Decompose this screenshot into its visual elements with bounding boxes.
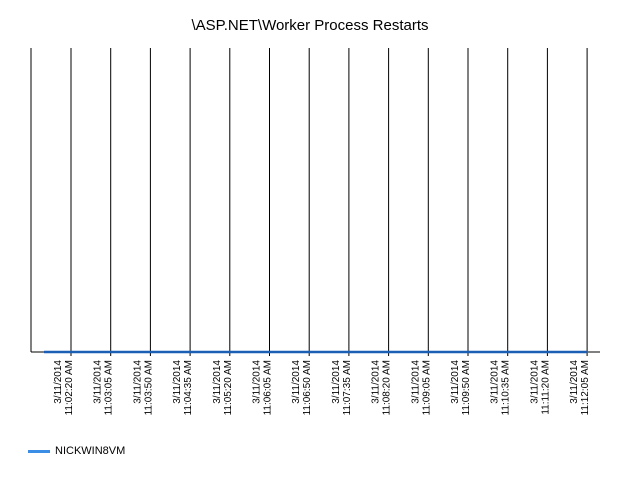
- x-tick-label: 3/11/2014 11:07:35 AM: [331, 360, 353, 416]
- x-tick-label-line: 3/11/2014: [450, 360, 461, 404]
- series-lines: [44, 350, 588, 354]
- x-tick-label-line: 3/11/2014: [490, 360, 501, 404]
- data-point: [387, 351, 390, 353]
- legend-swatch: [28, 449, 50, 453]
- x-tick-label-line: 11:09:05 AM: [421, 360, 432, 415]
- x-tick-label-line: 3/11/2014: [172, 360, 183, 404]
- x-tick-label-line: 11:06:50 AM: [302, 360, 313, 415]
- x-tick-label-line: 3/11/2014: [53, 360, 64, 404]
- data-point: [268, 351, 271, 353]
- x-tick-label: 3/11/2014 11:08:20 AM: [371, 360, 393, 416]
- data-point: [348, 351, 350, 353]
- x-tick-label: 3/11/2014 11:06:50 AM: [291, 360, 313, 416]
- x-tick-label-line: 3/11/2014: [331, 360, 342, 404]
- data-point: [149, 351, 152, 353]
- data-point: [506, 351, 509, 353]
- data-point: [70, 351, 72, 353]
- x-tick-label-line: 11:09:50 AM: [461, 360, 472, 415]
- x-tick-label: 3/11/2014 11:05:20 AM: [212, 360, 234, 416]
- x-tick-label: 3/11/2014 11:04:35 AM: [172, 360, 194, 416]
- x-tick-label-line: 3/11/2014: [569, 360, 580, 404]
- x-tick-label-line: 3/11/2014: [93, 360, 104, 404]
- x-tick-label-line: 11:04:35 AM: [183, 360, 194, 415]
- data-point: [467, 351, 469, 353]
- x-tick-label: 3/11/2014 11:09:50 AM: [450, 360, 472, 416]
- x-tick-label-line: 11:02:20 AM: [64, 360, 75, 415]
- data-point: [546, 351, 549, 353]
- x-tick-label-line: 11:10:35 AM: [501, 360, 512, 415]
- chart-title: \ASP.NET\Worker Process Restarts: [191, 17, 428, 34]
- legend: NICKWIN8VM: [28, 445, 125, 457]
- axes: [30, 48, 600, 353]
- x-tick-label-line: 3/11/2014: [410, 360, 421, 404]
- data-point: [586, 351, 588, 353]
- x-tick-label-line: 11:03:50 AM: [143, 360, 154, 415]
- x-tick-label-line: 11:07:35 AM: [342, 360, 353, 415]
- data-point: [189, 351, 191, 353]
- x-tick-label: 3/11/2014 11:11:20 AM: [529, 360, 551, 415]
- data-point: [109, 351, 112, 353]
- x-tick-label-line: 11:06:05 AM: [263, 360, 274, 415]
- x-tick-label: 3/11/2014 11:03:50 AM: [132, 360, 154, 416]
- x-tick-label-line: 3/11/2014: [132, 360, 143, 404]
- x-tick-label-line: 3/11/2014: [371, 360, 382, 404]
- x-tick-label-line: 3/11/2014: [291, 360, 302, 404]
- x-tick-label: 3/11/2014 11:10:35 AM: [490, 360, 512, 416]
- x-tick-label: 3/11/2014 11:06:05 AM: [252, 360, 274, 416]
- x-tick-label: 3/11/2014 11:09:05 AM: [410, 360, 432, 416]
- x-tick-label: 3/11/2014 11:02:20 AM: [53, 360, 75, 416]
- x-tick-label-line: 3/11/2014: [252, 360, 263, 404]
- x-tick-label-line: 11:05:20 AM: [223, 360, 234, 415]
- data-point: [427, 351, 430, 353]
- data-point: [229, 351, 231, 353]
- x-tick-label-line: 11:11:20 AM: [540, 360, 551, 415]
- x-tick-labels: 3/11/2014 11:02:20 AM 3/11/2014 11:03:05 AM…: [53, 360, 591, 416]
- x-tick-label-line: 11:08:20 AM: [382, 360, 393, 415]
- legend-label: NICKWIN8VM: [55, 445, 126, 457]
- x-tick-label: 3/11/2014 11:12:05 AM: [569, 360, 591, 416]
- x-tick-label-line: 11:03:05 AM: [104, 360, 115, 415]
- gridlines: [70, 48, 588, 356]
- x-tick-label-line: 11:12:05 AM: [580, 360, 591, 415]
- x-tick-label-line: 3/11/2014: [212, 360, 223, 404]
- x-tick-label-line: 3/11/2014: [529, 360, 540, 404]
- x-tick-label: 3/11/2014 11:03:05 AM: [93, 360, 115, 416]
- data-point: [308, 351, 311, 353]
